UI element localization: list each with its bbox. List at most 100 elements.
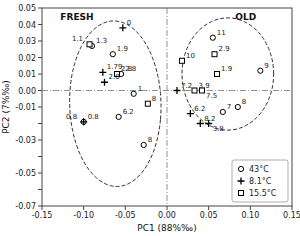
- point-label: 3.9: [199, 82, 210, 90]
- legend-marker: [238, 178, 245, 185]
- x-tick: [292, 206, 293, 210]
- legend-marker: [239, 191, 244, 196]
- y-tick-label: 0.00: [18, 87, 36, 96]
- chart: -0.15-0.10-0.050.000.050.100.15-0.07-0.0…: [0, 0, 300, 236]
- legend-label: 43°C: [249, 165, 269, 174]
- y-tick-label: -0.01: [15, 103, 36, 112]
- point-label: 1: [138, 85, 142, 93]
- x-tick-label: 0.10: [241, 211, 259, 220]
- point: [235, 104, 240, 109]
- legend-frame: [232, 160, 288, 202]
- point: [116, 114, 121, 119]
- point-label: 0.8: [66, 113, 77, 121]
- y-tick: [38, 206, 42, 207]
- point-label: 1.9: [221, 65, 232, 73]
- x-tick: [250, 206, 251, 210]
- x-tick: [125, 206, 126, 210]
- y-tick: [38, 107, 42, 108]
- point: [101, 79, 108, 86]
- point: [81, 119, 86, 124]
- x-tick-label: -0.15: [32, 211, 53, 220]
- plot-area: [42, 8, 292, 206]
- point-label: 2.9: [219, 45, 230, 53]
- y-axis-label: PC2 (7%‰): [1, 80, 11, 134]
- point: [174, 87, 181, 94]
- y-tick: [38, 140, 42, 141]
- point: [220, 109, 225, 114]
- y-tick: [38, 189, 42, 190]
- group-label: OLD: [235, 12, 256, 22]
- point-label: 6.2: [194, 105, 205, 113]
- point: [145, 101, 150, 106]
- group-label: FRESH: [60, 12, 93, 22]
- point-label: 1.9: [117, 45, 128, 53]
- point: [215, 72, 220, 77]
- y-tick-label: 0.03: [18, 37, 36, 46]
- y-tick: [38, 8, 42, 9]
- point-label: 8: [242, 98, 246, 106]
- group-ellipse: [182, 18, 274, 130]
- x-tick-label: 0.15: [283, 211, 300, 220]
- point: [197, 120, 204, 127]
- x-tick: [83, 206, 84, 210]
- point-label: 8.2: [204, 115, 215, 123]
- x-tick: [208, 206, 209, 210]
- x-axis-label: PC1 (88%‰): [137, 223, 196, 233]
- y-tick-label: -0.03: [15, 136, 36, 145]
- point-label: 2.8: [109, 73, 120, 81]
- plot-frame: [42, 8, 292, 206]
- y-tick: [38, 24, 42, 25]
- point: [210, 35, 215, 40]
- point-label: 3.8: [213, 125, 224, 133]
- point: [80, 118, 87, 125]
- y-tick-label: 0.05: [18, 4, 36, 13]
- point-label: 0: [127, 19, 131, 27]
- legend-label: 15.5°C: [249, 189, 277, 198]
- legend-marker: [238, 166, 243, 171]
- point-label: 6.2: [123, 108, 134, 116]
- point-label: 7.5: [206, 92, 217, 100]
- point-label: 1.1: [72, 35, 83, 43]
- x-tick-label: 0.05: [200, 211, 218, 220]
- y-tick-label: -0.05: [15, 169, 36, 178]
- point: [187, 110, 194, 117]
- point-label: 0.8: [88, 113, 99, 121]
- y-tick-label: 0.02: [18, 54, 36, 63]
- point: [192, 88, 197, 93]
- point-label: 2.8: [121, 65, 132, 73]
- point-label: 8: [148, 136, 152, 144]
- x-tick: [42, 206, 43, 210]
- point-label: 8: [152, 95, 156, 103]
- y-tick: [38, 74, 42, 75]
- point: [141, 142, 146, 147]
- y-tick: [38, 57, 42, 58]
- point: [119, 24, 126, 31]
- point-label: 7: [227, 103, 231, 111]
- point: [99, 69, 106, 76]
- group-ellipse: [70, 21, 161, 187]
- y-tick-label: 0.04: [18, 21, 36, 30]
- legend: 43°C 8.1°C 15.5°C: [232, 160, 288, 202]
- point-label: 1.3: [96, 37, 107, 45]
- point: [180, 58, 185, 63]
- y-tick-label: 0.01: [18, 70, 36, 79]
- point: [110, 52, 115, 57]
- y-tick: [38, 90, 42, 91]
- x-tick: [167, 206, 168, 210]
- point: [87, 42, 92, 47]
- point-labels: 1.31.92.86.20.8181179801.792.80.87.26.28…: [66, 19, 269, 144]
- y-tick: [38, 156, 42, 157]
- point-label: 7.2: [181, 82, 192, 90]
- x-tick-label: 0.00: [158, 211, 176, 220]
- x-tick-label: -0.05: [115, 211, 136, 220]
- point-label: 11: [217, 29, 226, 37]
- y-tick-label: -0.07: [15, 202, 36, 211]
- point: [212, 52, 217, 57]
- point: [258, 68, 263, 73]
- y-tick: [38, 173, 42, 174]
- reference-line: [167, 8, 168, 206]
- legend-label: 8.1°C: [249, 177, 272, 186]
- point-label: 10: [186, 52, 195, 60]
- y-tick: [38, 41, 42, 42]
- point-label: 9: [264, 62, 268, 70]
